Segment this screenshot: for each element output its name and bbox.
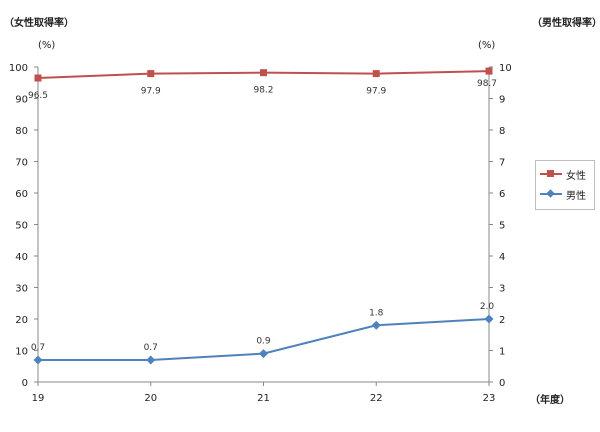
left-tick-label: 100 [9,63,28,74]
series-male: 0.7 0.7 0.9 1.8 2.0 [31,302,495,365]
data-label: 1.8 [369,308,384,318]
legend-swatch-female [540,169,562,179]
data-label: 97.9 [366,87,386,97]
legend-label-female: 女性 [566,170,586,182]
legend-label-male: 男性 [566,190,586,202]
left-tick-label: 70 [15,158,28,169]
data-point-marker [371,320,381,330]
left-tick-label: 40 [15,252,28,263]
left-tick-label: 30 [15,284,28,295]
left-tick-label: 0 [22,378,28,389]
x-tick-label: 23 [483,393,496,404]
right-tick-label: 3 [499,284,505,295]
x-tick-label: 20 [144,393,157,404]
right-tick-label: 7 [499,158,505,169]
right-tick-label: 5 [499,221,505,232]
left-tick-label: 60 [15,189,28,200]
right-axis-title: （男性取得率） [532,16,600,29]
x-tick-label: 21 [257,393,270,404]
data-label: 0.7 [31,343,45,353]
data-point-marker [260,69,267,77]
data-point-marker [372,70,380,78]
left-tick-label: 50 [15,221,28,232]
data-label: 0.9 [256,337,271,347]
data-point-marker [34,74,42,82]
data-point-marker [146,355,156,365]
data-label: 0.7 [144,343,158,353]
right-tick-label: 2 [499,315,505,326]
left-tick-label: 20 [15,315,28,326]
legend-item-female: 女性 [540,167,586,182]
data-point-marker [33,355,43,365]
data-label: 2.0 [480,302,495,312]
left-tick-label: 80 [15,126,28,137]
data-point-marker [259,349,268,359]
series-female: 96.5 97.9 98.2 97.9 98.7 [28,67,497,101]
left-axis-title: （女性取得率） [4,16,74,29]
legend-swatch-male [540,189,562,199]
data-label: 98.2 [253,86,273,96]
data-label: 97.9 [141,87,161,97]
right-tick-label: 9 [499,95,505,106]
right-tick-label: 6 [499,189,505,200]
left-tick-label: 10 [15,347,28,358]
x-axis-unit: （年度） [530,393,570,406]
right-tick-label: 0 [499,378,505,389]
chart-series: 96.5 97.9 98.2 97.9 98.7 0.7 0.7 0.9 1.8 2.0 [28,67,497,365]
chart-legend: 女性 男性 [535,160,595,210]
data-label: 96.5 [28,91,48,101]
x-tick-label: 22 [370,393,383,404]
legend-item-male: 男性 [540,187,586,202]
right-tick-label: 8 [499,126,505,137]
left-axis-unit: (%) [38,40,55,51]
right-tick-label: 1 [499,347,505,358]
data-label: 98.7 [477,79,497,89]
x-tick-label: 19 [32,393,45,404]
left-tick-label: 90 [15,95,28,106]
right-tick-label: 4 [499,252,505,263]
data-point-marker [147,70,155,78]
right-axis-unit: (%) [478,40,495,51]
data-point-marker [484,314,494,324]
data-point-marker [485,67,493,75]
right-tick-label: 10 [499,63,512,74]
